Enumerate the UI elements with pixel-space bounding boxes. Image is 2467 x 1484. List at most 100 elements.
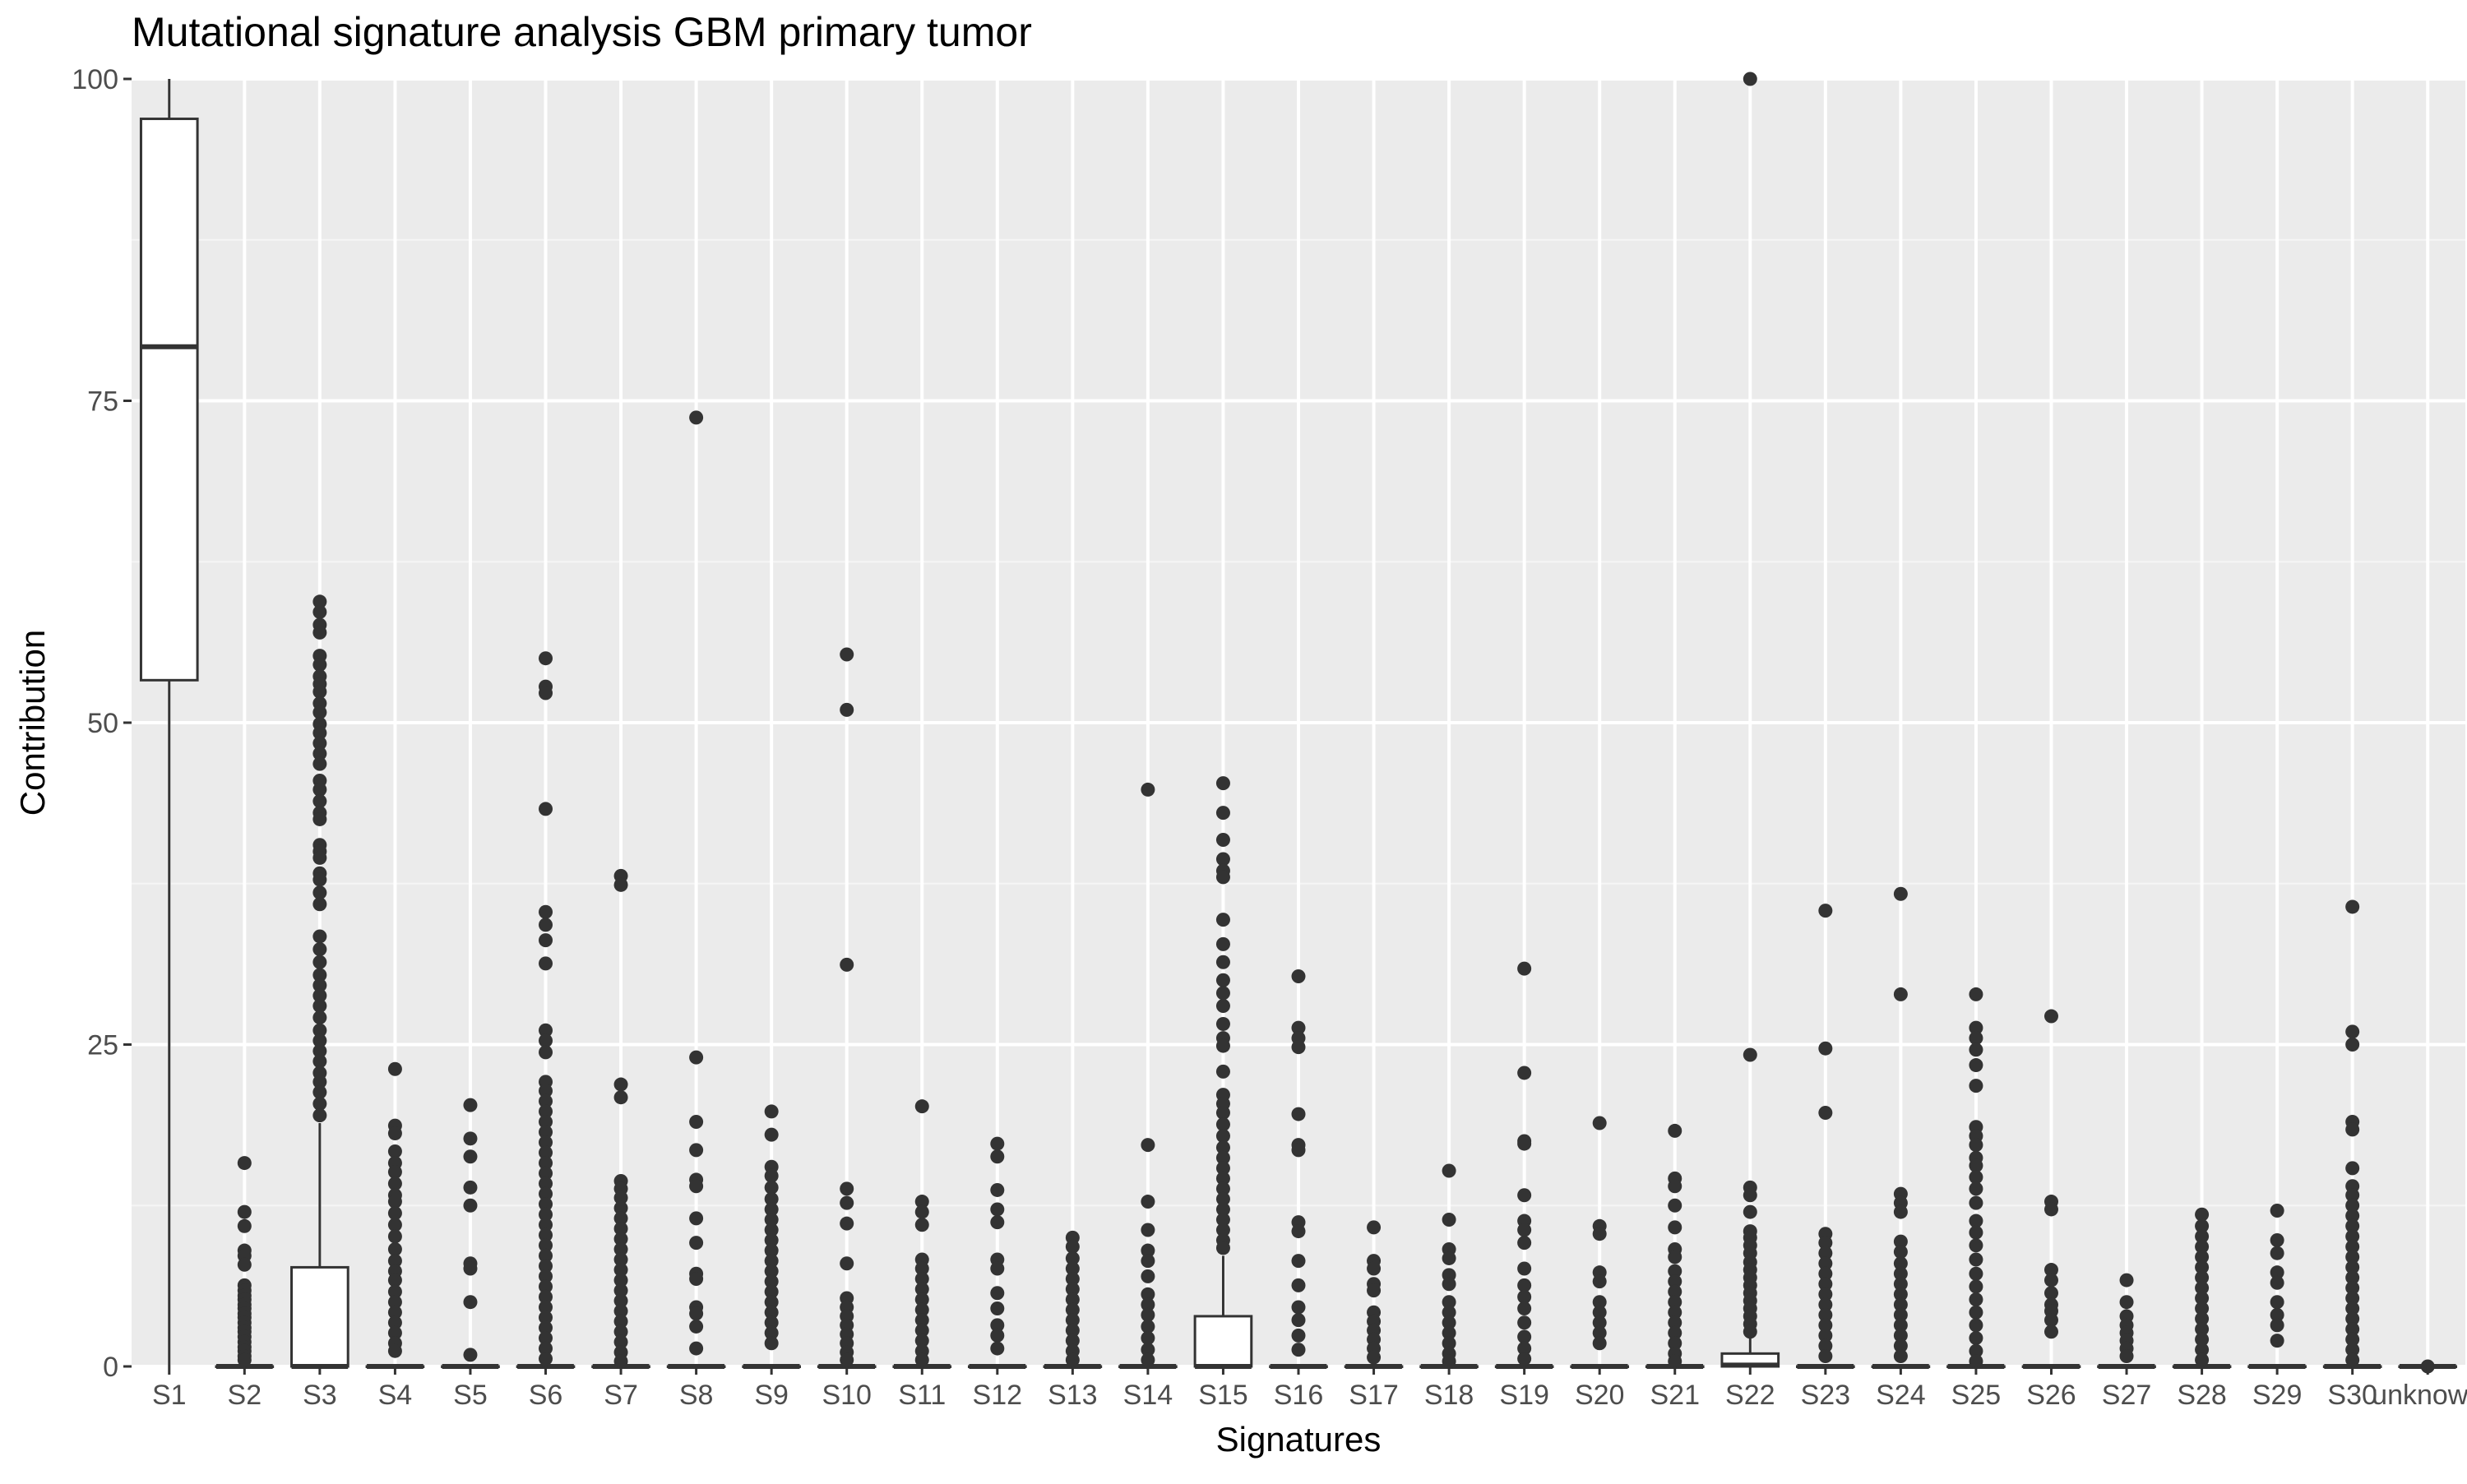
outlier-point [764, 1325, 779, 1340]
x-tick-label: S13 [1048, 1380, 1098, 1411]
outlier-point [990, 1318, 1005, 1333]
x-tick-label: S19 [1499, 1380, 1549, 1411]
outlier-point [1517, 1289, 1532, 1304]
outlier-point [1215, 1161, 1230, 1176]
outlier-point [312, 1033, 327, 1048]
outlier-point [2119, 1348, 2134, 1363]
outlier-point [1215, 806, 1230, 821]
outlier-point [1141, 1195, 1155, 1209]
outlier-point [539, 1227, 553, 1242]
outlier-point [1141, 1319, 1155, 1334]
outlier-point [312, 897, 327, 912]
x-tick-label: S11 [898, 1380, 946, 1411]
outlier-point [914, 1282, 929, 1297]
outlier-point [2345, 1301, 2360, 1316]
outlier-point [1592, 1116, 1607, 1130]
outlier-point [539, 956, 553, 971]
outlier-point [613, 1304, 628, 1319]
outlier-point [539, 1135, 553, 1150]
outlier-point [463, 1261, 478, 1276]
outlier-point [689, 1114, 704, 1129]
outlier-point [312, 782, 327, 797]
outlier-point [1442, 1305, 1456, 1320]
outlier-point [1592, 1336, 1607, 1351]
outlier-point [312, 942, 327, 957]
outlier-point [1215, 833, 1230, 848]
outlier-point [764, 1254, 779, 1269]
outlier-point [990, 1202, 1005, 1217]
outlier-point [387, 1206, 402, 1221]
x-tick-label: S22 [1725, 1380, 1775, 1411]
outlier-point [2195, 1291, 2210, 1306]
outlier-point [237, 1204, 252, 1219]
outlier-point [1215, 913, 1230, 927]
outlier-point [1291, 1300, 1306, 1315]
outlier-point [2345, 1198, 2360, 1213]
outlier-point [840, 647, 854, 662]
outlier-point [1818, 904, 1833, 918]
outlier-point [1893, 1328, 1908, 1343]
outlier-point [1291, 1313, 1306, 1328]
y-tick-label: 25 [87, 1030, 118, 1061]
outlier-point [1818, 1318, 1833, 1333]
outlier-point [1517, 1066, 1532, 1080]
outlier-point [1291, 1254, 1306, 1269]
outlier-point [1442, 1295, 1456, 1310]
outlier-point [2195, 1280, 2210, 1295]
outlier-point [2119, 1273, 2134, 1288]
outlier-point [312, 705, 327, 719]
outlier-point [990, 1136, 1005, 1151]
outlier-point [387, 1241, 402, 1256]
outlier-point [689, 410, 704, 425]
outlier-point [689, 1143, 704, 1158]
y-tick-label: 100 [72, 64, 118, 95]
outlier-point [312, 1075, 327, 1089]
outlier-point [1969, 1305, 1983, 1320]
outlier-point [2345, 1260, 2360, 1274]
outlier-point [539, 1300, 553, 1315]
outlier-point [1668, 1250, 1682, 1264]
outlier-point [840, 1181, 854, 1196]
outlier-point [1215, 1105, 1230, 1120]
outlier-point [539, 1156, 553, 1171]
outlier-point [1743, 1204, 1757, 1219]
outlier-point [1893, 1348, 1908, 1363]
outlier-point [2270, 1233, 2284, 1248]
outlier-point [1215, 1181, 1230, 1196]
outlier-point [1141, 1307, 1155, 1322]
outlier-point [1818, 1105, 1833, 1120]
y-axis-title: Contribution [13, 630, 52, 816]
outlier-point [1215, 936, 1230, 951]
outlier-point [539, 1104, 553, 1119]
outlier-point [463, 1131, 478, 1146]
outlier-point [1141, 1343, 1155, 1357]
outlier-point [613, 1293, 628, 1308]
outlier-point [990, 1341, 1005, 1356]
outlier-point [1065, 1292, 1080, 1307]
outlier-point [1517, 1261, 1532, 1276]
outlier-point [387, 1218, 402, 1232]
outlier-point [1215, 1129, 1230, 1144]
outlier-point [539, 904, 553, 919]
outlier-point [990, 1261, 1005, 1276]
outlier-point [764, 1202, 779, 1217]
outlier-point [613, 1334, 628, 1349]
x-tick-label: S28 [2177, 1380, 2227, 1411]
outlier-point [1668, 1123, 1682, 1138]
outlier-point [1065, 1239, 1080, 1254]
outlier-point [1517, 1188, 1532, 1203]
outlier-point [764, 1127, 779, 1142]
outlier-point [764, 1223, 779, 1237]
outlier-point [539, 1331, 553, 1346]
outlier-point [1215, 999, 1230, 1014]
outlier-point [539, 1197, 553, 1212]
outlier-point [2345, 1280, 2360, 1295]
outlier-point [539, 1045, 553, 1060]
outlier-point [1065, 1282, 1080, 1297]
x-tick-label: S2 [228, 1380, 262, 1411]
outlier-point [1215, 973, 1230, 987]
outlier-point [1291, 1278, 1306, 1292]
outlier-point [1818, 1266, 1833, 1281]
outlier-point [1969, 1042, 1983, 1057]
outlier-point [1215, 1223, 1230, 1237]
